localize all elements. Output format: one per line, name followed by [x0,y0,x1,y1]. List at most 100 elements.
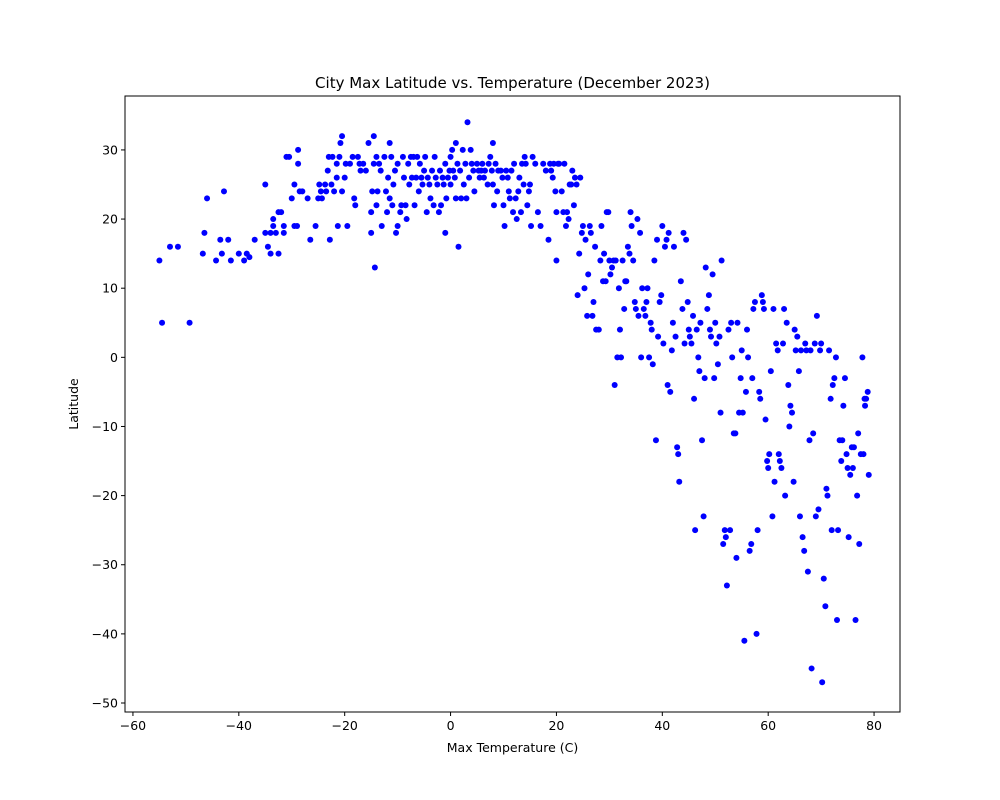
data-point [865,471,872,478]
data-point [582,236,589,243]
x-tick-label: −20 [331,718,357,733]
data-point [765,464,772,471]
y-tick-label: −40 [92,626,118,641]
data-point [811,340,818,347]
data-point [672,333,679,340]
data-point [323,188,330,195]
data-point [737,375,744,382]
data-point [344,222,351,229]
data-point [241,257,248,264]
data-point [642,312,649,319]
data-point [199,250,206,257]
data-point [511,160,518,167]
data-point [369,188,376,195]
data-point [820,575,827,582]
data-point [831,375,838,382]
data-point [442,160,449,167]
data-point [444,174,451,181]
data-point [839,437,846,444]
data-point [750,305,757,312]
data-point [516,174,523,181]
data-point [312,222,319,229]
data-point [655,333,662,340]
data-point [494,188,501,195]
data-point [304,195,311,202]
data-point [569,167,576,174]
data-point [558,188,565,195]
data-point [660,340,667,347]
data-point [849,464,856,471]
data-point [280,229,287,236]
data-point [411,202,418,209]
data-point [854,492,861,499]
x-tick-label: 60 [760,718,776,733]
data-point [585,271,592,278]
data-point [799,534,806,541]
data-point [402,202,409,209]
data-point [574,292,581,299]
data-point [386,195,393,202]
data-point [727,527,734,534]
data-point [462,160,469,167]
data-point [452,140,459,147]
data-point [553,209,560,216]
data-point [431,153,438,160]
data-point [675,451,682,458]
data-point [341,174,348,181]
data-point [505,188,512,195]
data-point [318,195,325,202]
data-point [812,513,819,520]
data-point [220,188,227,195]
data-point [753,630,760,637]
data-point [728,319,735,326]
data-point [713,340,720,347]
data-point [781,305,788,312]
data-point [479,160,486,167]
data-point [360,160,367,167]
data-point [669,319,676,326]
data-point [262,229,269,236]
data-point [476,174,483,181]
data-point [562,222,569,229]
data-point [423,209,430,216]
data-point [451,174,458,181]
data-point [316,181,323,188]
data-point [612,257,619,264]
data-point [757,395,764,402]
data-point [307,236,314,243]
data-point [649,361,656,368]
data-point [639,285,646,292]
data-point [398,202,405,209]
data-point [464,119,471,126]
data-point [688,340,695,347]
data-point [565,216,572,223]
data-point [568,181,575,188]
data-point [286,153,293,160]
data-point [272,229,279,236]
data-point [581,285,588,292]
data-point [204,195,211,202]
data-point [556,160,563,167]
data-point [646,354,653,361]
data-point [635,312,642,319]
data-point [275,250,282,257]
data-point [174,243,181,250]
data-point [702,264,709,271]
data-point [627,209,634,216]
data-point [615,285,622,292]
data-point [598,222,605,229]
data-point [427,195,434,202]
data-point [667,388,674,395]
data-point [704,305,711,312]
data-point [513,216,520,223]
y-tick-label: −30 [92,557,118,572]
data-point [717,409,724,416]
data-point [416,160,423,167]
data-point [595,326,602,333]
data-point [455,243,462,250]
data-point [862,402,869,409]
data-point [342,160,349,167]
data-point [443,195,450,202]
data-point [626,250,633,257]
